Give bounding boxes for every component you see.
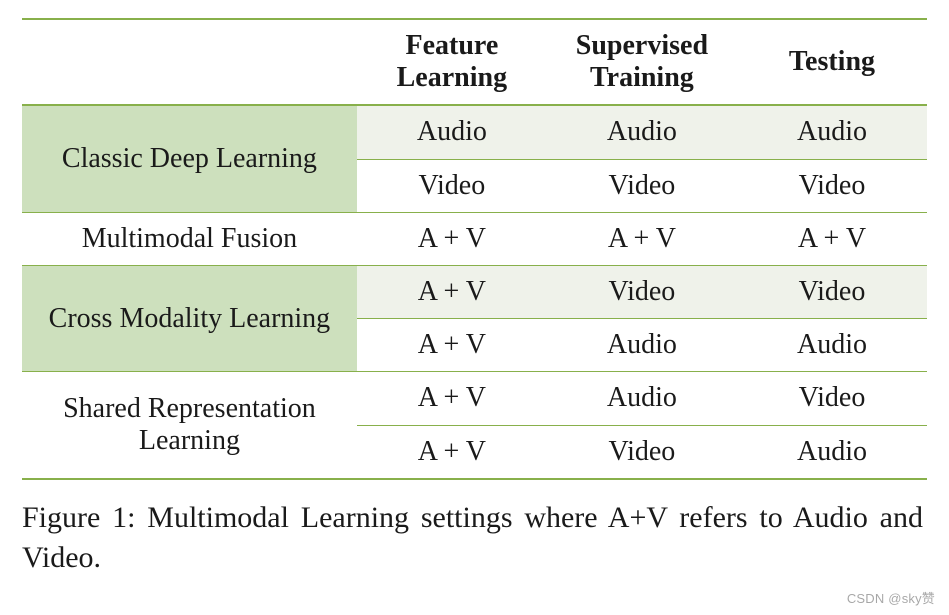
table-cell: A + V (547, 212, 737, 265)
table-row: Multimodal Fusion A + V A + V A + V (22, 212, 927, 265)
table-cell: Video (547, 159, 737, 212)
header-testing: Testing (737, 19, 927, 105)
table-row: Shared Representation Learning A + V Aud… (22, 372, 927, 425)
watermark-text: CSDN @sky赞 (847, 588, 935, 607)
table-cell: Audio (547, 372, 737, 425)
table-cell: Video (547, 265, 737, 318)
table-cell: A + V (737, 212, 927, 265)
table-cell: Audio (737, 105, 927, 159)
table-cell: A + V (357, 265, 547, 318)
table-cell: Audio (547, 105, 737, 159)
table-cell: Video (357, 159, 547, 212)
header-supervised-training: Supervised Training (547, 19, 737, 105)
table-row: Classic Deep Learning Audio Audio Audio (22, 105, 927, 159)
table-cell: A + V (357, 212, 547, 265)
multimodal-settings-table: Feature Learning Supervised Training Tes… (22, 18, 927, 480)
table-cell: Audio (737, 319, 927, 372)
header-blank (22, 19, 357, 105)
rowhead-classic-deep-learning: Classic Deep Learning (22, 105, 357, 212)
table-row: Cross Modality Learning A + V Video Vide… (22, 265, 927, 318)
rowhead-multimodal-fusion: Multimodal Fusion (22, 212, 357, 265)
table-cell: Video (737, 372, 927, 425)
table-cell: Video (547, 425, 737, 479)
rowhead-cross-modality-learning: Cross Modality Learning (22, 265, 357, 371)
figure-caption: Figure 1: Multimodal Learning settings w… (22, 498, 927, 579)
table-cell: Audio (547, 319, 737, 372)
table-cell: Audio (357, 105, 547, 159)
table-cell: Video (737, 265, 927, 318)
header-feature-learning: Feature Learning (357, 19, 547, 105)
table-cell: Video (737, 159, 927, 212)
rowhead-shared-representation-learning: Shared Representation Learning (22, 372, 357, 479)
table-cell: A + V (357, 319, 547, 372)
table-cell: Audio (737, 425, 927, 479)
table-body: Classic Deep Learning Audio Audio Audio … (22, 105, 927, 478)
table-cell: A + V (357, 372, 547, 425)
table-header-row: Feature Learning Supervised Training Tes… (22, 19, 927, 105)
table-cell: A + V (357, 425, 547, 479)
